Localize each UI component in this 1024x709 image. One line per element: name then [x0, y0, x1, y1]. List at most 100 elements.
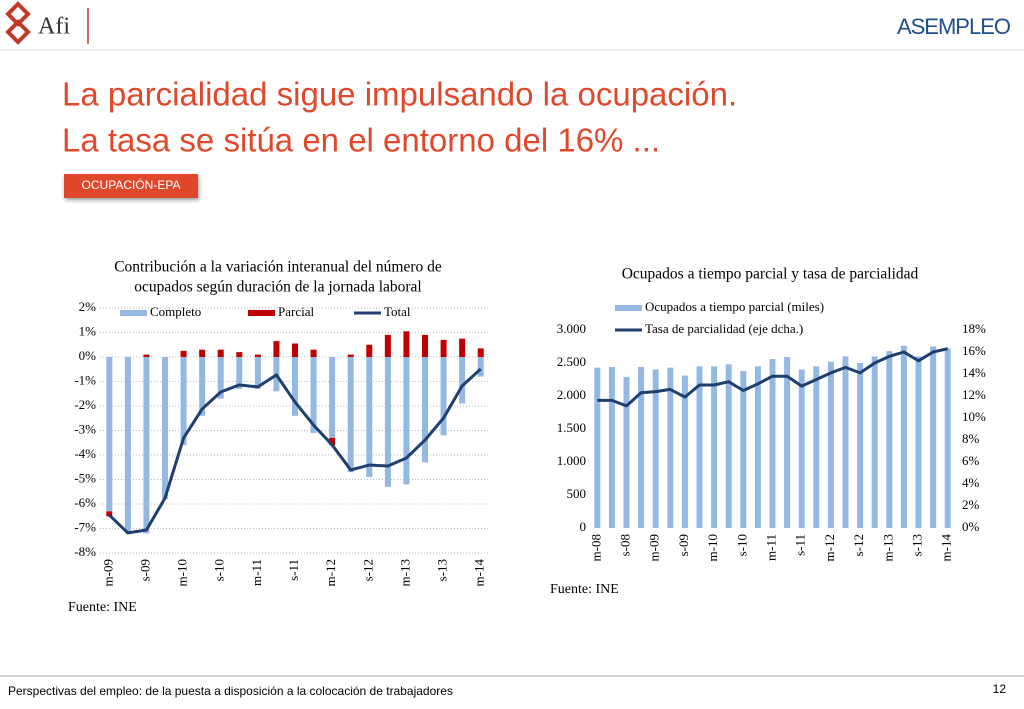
bar	[652, 369, 659, 528]
bar	[440, 357, 447, 436]
legend-label: Ocupados a tiempo parcial (miles)	[645, 299, 824, 314]
x-tick-label: m-14	[472, 559, 487, 587]
chart-title: Ocupados a tiempo parcial y tasa de parc…	[622, 266, 919, 283]
bar	[236, 357, 243, 389]
x-tick-label: s-09	[676, 534, 691, 556]
y2-tick-label: 10%	[962, 409, 986, 424]
x-tick-label: m-14	[939, 534, 954, 562]
y-tick-label: -8%	[74, 544, 96, 559]
x-tick-label: m-11	[249, 559, 264, 586]
bar	[310, 357, 317, 433]
bar	[199, 357, 206, 416]
x-tick-label: m-13	[880, 534, 895, 561]
bar	[459, 338, 466, 357]
bar	[681, 375, 688, 528]
bar	[930, 346, 937, 528]
x-tick-label: m-09	[647, 534, 662, 561]
y2-tick-label: 0%	[962, 519, 980, 534]
bar	[754, 366, 761, 528]
bar	[667, 367, 674, 528]
y-tick-label: 2.500	[557, 354, 586, 369]
bar	[254, 354, 261, 357]
bar	[842, 356, 849, 528]
x-tick-label: m-13	[397, 559, 412, 586]
x-tick-label: m-10	[175, 559, 190, 586]
bar	[477, 348, 484, 357]
bar	[403, 357, 410, 485]
slide-title: La tasa se sitúa en el entorno del 16% .…	[62, 122, 660, 159]
bar	[384, 357, 391, 487]
logo-asempleo: ASEMPLEO	[897, 14, 1011, 39]
y-tick-label: -4%	[74, 446, 96, 461]
y-tick-label: -5%	[74, 470, 96, 485]
legend-label: Total	[384, 304, 411, 319]
y-tick-label: -7%	[74, 519, 96, 534]
bar	[384, 334, 391, 357]
bar	[594, 367, 601, 528]
bar	[106, 357, 113, 512]
chart-title: Contribución a la variación interanual d…	[114, 259, 442, 276]
x-tick-label: m-10	[705, 534, 720, 561]
bar	[217, 357, 224, 399]
y2-tick-label: 12%	[962, 387, 986, 402]
bar	[217, 349, 224, 357]
y2-tick-label: 18%	[962, 321, 986, 336]
x-tick-label: m-08	[588, 534, 603, 561]
bar	[440, 339, 447, 357]
legend-swatch	[248, 310, 275, 316]
bar	[769, 359, 776, 528]
slide-title: La parcialidad sigue impulsando la ocupa…	[62, 76, 737, 113]
x-tick-label: s-08	[617, 534, 632, 556]
bar	[944, 348, 951, 528]
tag-text: OCUPACIÓN-EPA	[82, 177, 181, 192]
y2-tick-label: 6%	[962, 453, 980, 468]
bar	[915, 356, 922, 528]
bar	[813, 366, 820, 528]
logo-mark	[5, 1, 31, 45]
bar	[900, 345, 907, 528]
page-number: 12	[993, 682, 1007, 696]
legend-label: Parcial	[278, 304, 314, 319]
bar	[143, 354, 150, 357]
chart-title: ocupados según duración de la jornada la…	[134, 279, 422, 296]
source-note: Fuente: INE	[68, 600, 137, 615]
bar	[124, 357, 131, 534]
x-tick-label: s-12	[360, 559, 375, 581]
bar	[696, 366, 703, 528]
y-tick-label: 2.000	[557, 387, 586, 402]
bar	[347, 357, 354, 473]
bar	[162, 357, 168, 500]
y-tick-label: 0%	[79, 348, 97, 363]
bar	[608, 366, 615, 528]
x-tick-label: s-10	[734, 534, 749, 556]
bar	[871, 356, 878, 528]
y-tick-label: -2%	[74, 397, 96, 412]
bar	[477, 357, 484, 377]
bar	[106, 511, 113, 517]
bar	[180, 350, 187, 357]
y-tick-label: 1.500	[557, 420, 586, 435]
bar	[422, 357, 428, 463]
y2-tick-label: 2%	[962, 497, 980, 512]
x-tick-label: s-13	[435, 559, 450, 581]
bar	[623, 376, 630, 528]
x-tick-label: s-10	[212, 559, 227, 581]
bar	[292, 343, 298, 357]
x-tick-label: m-12	[323, 559, 338, 586]
y-tick-label: 1%	[79, 323, 97, 338]
y2-tick-label: 4%	[962, 475, 980, 490]
bar	[857, 363, 864, 528]
legend-swatch	[615, 305, 642, 311]
bar	[725, 364, 732, 528]
y-tick-label: -6%	[74, 495, 96, 510]
bar	[711, 366, 718, 528]
y2-tick-label: 14%	[962, 365, 986, 380]
bar	[366, 344, 373, 357]
y-tick-label: -1%	[74, 372, 96, 387]
y-tick-label: 1.000	[557, 453, 586, 468]
bar	[143, 357, 150, 534]
bar	[236, 352, 243, 357]
bar	[199, 349, 206, 357]
bar	[827, 361, 834, 528]
y-tick-label: 0	[580, 519, 587, 534]
